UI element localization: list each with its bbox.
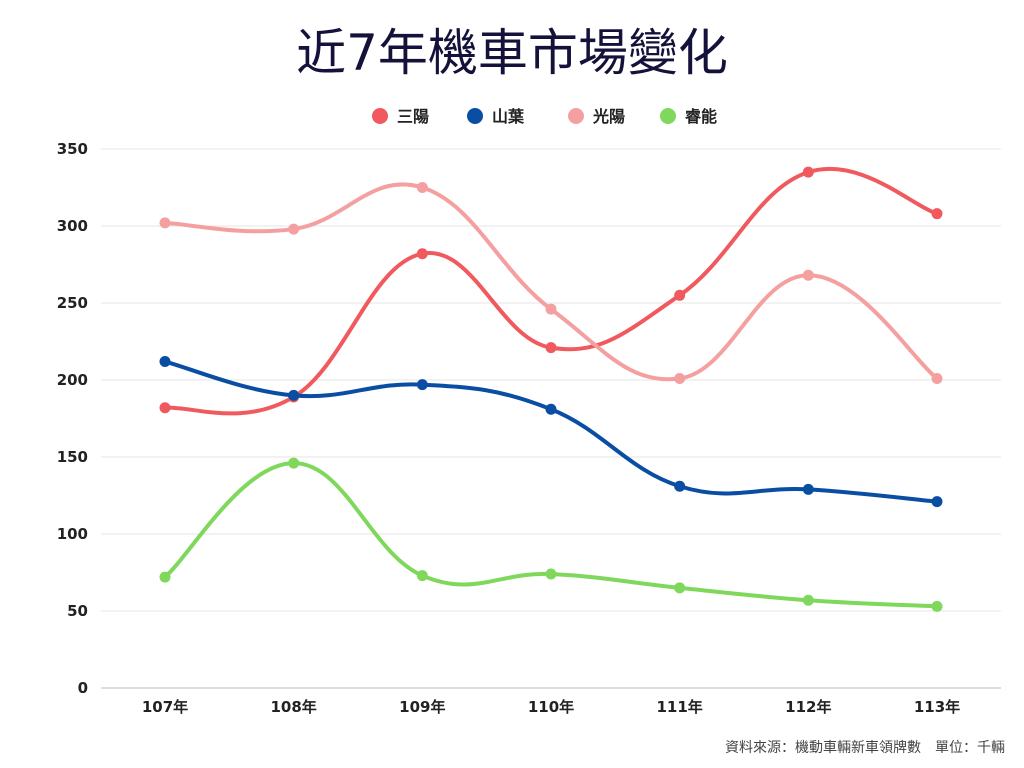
data-point — [416, 248, 428, 260]
y-tick-label: 350 — [57, 140, 88, 158]
x-tick-label: 109年 — [399, 698, 445, 716]
series-3 — [159, 457, 943, 612]
y-tick-label: 150 — [57, 448, 88, 466]
legend-marker — [568, 108, 584, 124]
legend-marker — [372, 108, 388, 124]
gridlines — [101, 148, 1001, 689]
data-point — [802, 166, 814, 178]
series-line — [163, 166, 939, 416]
y-tick-label: 300 — [57, 217, 88, 235]
data-point — [288, 457, 300, 469]
y-tick-label: 50 — [67, 602, 88, 620]
legend-label: 三陽 — [397, 107, 429, 126]
data-point — [545, 568, 557, 580]
legend-label: 睿能 — [685, 107, 717, 126]
data-point — [288, 389, 300, 401]
legend: 三陽 山葉 光陽 睿能 — [372, 107, 717, 126]
data-point — [931, 600, 943, 612]
x-tick-label: 108年 — [271, 698, 317, 716]
series-line — [163, 359, 939, 504]
data-point — [931, 208, 943, 220]
x-axis: 107年 108年 109年 110年 111年 112年 113年 — [142, 698, 960, 716]
data-point — [288, 223, 300, 235]
x-tick-label: 107年 — [142, 698, 188, 716]
data-point — [802, 594, 814, 606]
y-axis: 0 50 100 150 200 250 300 350 — [57, 140, 88, 697]
data-point — [416, 570, 428, 582]
data-point — [802, 269, 814, 281]
x-tick-label: 112年 — [785, 698, 831, 716]
source-note: 資料來源：機動車輛新車領牌數 單位：千輛 — [725, 739, 1005, 756]
series-0 — [159, 166, 943, 416]
data-point — [159, 356, 171, 368]
data-point — [931, 372, 943, 384]
data-point — [416, 182, 428, 193]
x-tick-label: 111年 — [657, 698, 703, 716]
data-point — [674, 372, 686, 384]
data-point — [545, 342, 557, 354]
legend-marker — [660, 108, 676, 124]
legend-label: 山葉 — [492, 107, 525, 126]
chart-title: 近7年機車市場變化 — [296, 24, 728, 82]
data-point — [416, 379, 428, 391]
y-tick-label: 200 — [57, 371, 88, 389]
data-point — [931, 496, 943, 508]
data-point — [545, 303, 557, 315]
data-point — [159, 217, 171, 229]
legend-marker — [467, 108, 483, 124]
legend-label: 光陽 — [592, 107, 625, 126]
data-point — [674, 582, 686, 594]
y-tick-label: 0 — [78, 679, 88, 697]
series-line — [163, 461, 939, 609]
data-point — [159, 571, 171, 583]
data-point — [674, 480, 686, 492]
x-tick-label: 113年 — [914, 698, 960, 716]
data-point — [674, 289, 686, 301]
data-point — [159, 402, 171, 414]
series-1 — [159, 356, 943, 508]
x-tick-label: 110年 — [528, 698, 574, 716]
series-2 — [159, 182, 943, 384]
data-point — [545, 403, 557, 415]
data-point — [802, 483, 814, 495]
y-tick-label: 100 — [57, 525, 88, 543]
y-tick-label: 250 — [57, 294, 88, 312]
series-group — [159, 166, 943, 612]
